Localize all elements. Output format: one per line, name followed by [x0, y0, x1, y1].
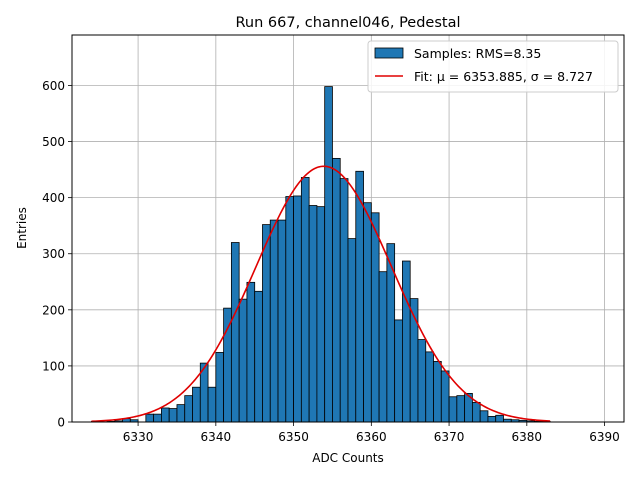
histogram-bar: [254, 290, 263, 423]
y-tick-label: 100: [42, 359, 65, 373]
histogram-bar: [262, 224, 271, 423]
histogram-bar: [285, 196, 294, 423]
histogram-bar: [456, 395, 466, 423]
x-tick-label: 6360: [356, 430, 387, 444]
histogram-bar: [378, 271, 388, 423]
histogram-bars: [91, 86, 551, 423]
histogram-bar: [300, 177, 310, 423]
plot-frame: [71, 34, 625, 423]
histogram-bar: [394, 319, 403, 423]
histogram-bar: [479, 410, 489, 423]
histogram-bar: [308, 205, 318, 423]
histogram-bar: [471, 401, 481, 423]
y-tick-label: 0: [57, 416, 65, 430]
chart-title: Run 667, channel046, Pedestal: [235, 15, 460, 31]
histogram-bar: [316, 206, 326, 423]
y-tick-label: 600: [42, 79, 65, 93]
histogram-bar: [230, 242, 240, 423]
histogram-bar: [487, 415, 497, 423]
histogram-bar: [425, 351, 434, 423]
legend: Samples: RMS=8.35 Fit: μ = 6353.885, σ =…: [367, 40, 619, 93]
histogram-bar: [161, 407, 170, 423]
histogram-bar: [246, 281, 256, 423]
histogram-bar: [223, 307, 232, 423]
histogram-bar: [363, 202, 372, 423]
histogram-bar: [293, 195, 302, 423]
histogram-bar: [417, 339, 427, 423]
y-tick-label: 400: [42, 191, 65, 205]
x-tick-label: 6390: [589, 430, 620, 444]
x-tick-label: 6380: [512, 430, 543, 444]
y-tick-label: 300: [42, 247, 65, 261]
histogram-bar: [339, 178, 349, 423]
legend-fit-label: Fit: μ = 6353.885, σ = 8.727: [414, 69, 593, 84]
y-axis: 0 100 200 300 400 500 600: [42, 79, 72, 430]
histogram-bar: [347, 238, 357, 423]
histogram-bar: [145, 413, 155, 423]
y-tick-label: 200: [42, 303, 65, 317]
y-axis-label: Entries: [15, 207, 29, 249]
legend-box: [367, 40, 619, 93]
histogram-bar: [192, 386, 201, 423]
histogram-bar: [168, 408, 178, 423]
x-axis-label: ADC Counts: [312, 451, 384, 465]
histogram-bar: [277, 219, 287, 423]
histogram-bar: [402, 260, 411, 423]
histogram-bar: [495, 414, 504, 423]
histogram-bar: [433, 361, 442, 423]
fit-curve: [91, 165, 551, 423]
histogram-bar: [355, 170, 364, 423]
x-tick-label: 6330: [123, 430, 154, 444]
histogram-bar: [332, 157, 341, 423]
histogram-bar: [238, 298, 248, 423]
histogram-bar: [440, 370, 450, 423]
histogram-bar: [324, 86, 333, 423]
histogram-bar: [448, 396, 458, 423]
histogram-bar: [184, 395, 193, 423]
x-tick-label: 6350: [278, 430, 309, 444]
y-tick-label: 500: [42, 135, 65, 149]
histogram-bar: [269, 219, 279, 423]
legend-samples-label: Samples: RMS=8.35: [414, 46, 541, 61]
histogram-bar: [215, 352, 225, 423]
histogram-bar: [176, 404, 186, 423]
fit-curve-group: [91, 165, 551, 423]
histogram-bar: [370, 212, 380, 423]
legend-samples-swatch: [374, 47, 404, 59]
histogram-bar: [207, 386, 217, 423]
histogram-bar: [153, 413, 162, 423]
x-axis: 6330 6340 6350 6360 6370 6380 6390: [123, 422, 620, 444]
x-tick-label: 6370: [434, 430, 465, 444]
x-tick-label: 6340: [201, 430, 232, 444]
